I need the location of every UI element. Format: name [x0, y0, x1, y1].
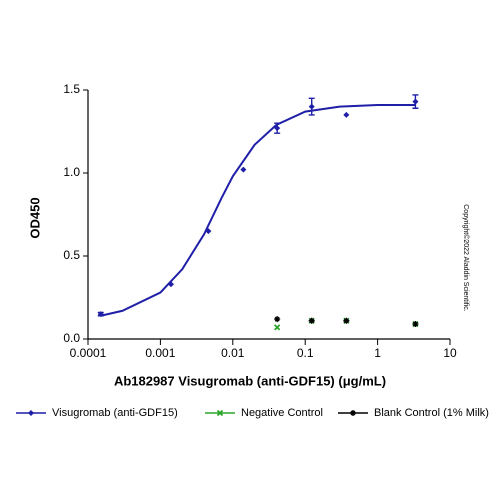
legend-marker	[28, 410, 34, 416]
point	[274, 125, 281, 132]
legend-label: Negative Control	[241, 407, 323, 419]
x-tick-label: 1	[374, 346, 381, 360]
y-tick-label: 1.5	[63, 82, 80, 96]
point	[240, 166, 247, 173]
x-tick-label: 0.1	[297, 346, 314, 360]
legend-marker	[216, 409, 224, 417]
y-tick-label: 1.0	[63, 165, 80, 179]
point	[308, 103, 315, 110]
legend: Visugromab (anti-GDF15) Negative Control B…	[16, 407, 489, 419]
fit-curve	[100, 103, 416, 317]
point	[167, 281, 174, 288]
x-tick-label: 0.001	[145, 346, 175, 360]
y-axis-title: OD450	[27, 197, 42, 238]
y-tick-label: 0.0	[63, 331, 80, 345]
point	[274, 316, 281, 323]
legend-label: Visugromab (anti-GDF15)	[52, 407, 178, 419]
point	[97, 311, 104, 318]
point	[343, 111, 350, 118]
x-tick-label: 0.0001	[70, 346, 107, 360]
point	[308, 317, 315, 324]
y-tick-label: 0.5	[63, 248, 80, 262]
point	[274, 324, 281, 331]
point	[412, 321, 419, 328]
legend-label: Blank Control (1% Milk)	[374, 407, 489, 419]
point	[412, 98, 419, 105]
x-axis-title: Ab182987 Visugromab (anti-GDF15) (μg/mL)	[114, 373, 386, 388]
legend-marker	[350, 410, 356, 416]
x-tick-label: 0.01	[221, 346, 245, 360]
point	[343, 317, 350, 324]
x-tick-label: 10	[443, 346, 457, 360]
copyright: Copyright©2022 Aladdin Scientific.	[462, 204, 470, 312]
point	[205, 228, 212, 235]
